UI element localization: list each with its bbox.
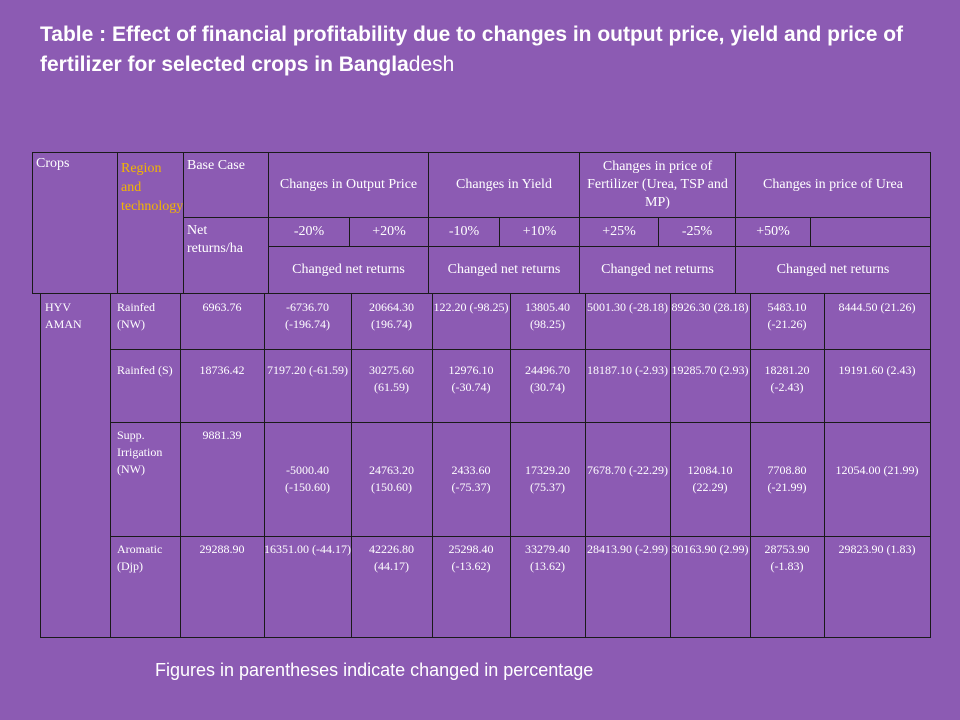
table-cell: 29823.90 (1.83): [838, 542, 916, 556]
grid-line: [258, 422, 264, 423]
table-cell: 30275.60 (61.59): [369, 363, 414, 394]
grid-line: [110, 293, 111, 638]
base-case-value: 6963.76: [202, 300, 242, 314]
yield-header: Changes in Yield: [428, 152, 580, 218]
grid-line: [110, 349, 930, 350]
grid-line: [180, 536, 186, 537]
region-label: Supp. Irrigation (NW): [117, 428, 163, 476]
table-cell: 18281.20 (-2.43): [764, 363, 810, 394]
region-header: Region and technology: [117, 152, 184, 294]
table-cell: 8444.50 (21.26): [838, 300, 916, 314]
table-cell: 17329.20 (75.37): [525, 463, 570, 494]
table-cell: 16351.00 (-44.17): [264, 542, 351, 556]
grid-line: [264, 293, 265, 638]
table-cell: 18187.10 (-2.93): [587, 363, 668, 377]
changed-header: Changed net returns: [428, 246, 580, 294]
base-case-value: 9881.39: [202, 428, 242, 442]
output-price-header: Changes in Output Price: [268, 152, 429, 218]
table-cell: 12976.10 (-30.74): [448, 363, 494, 394]
table-cell: 12054.00 (21.99): [835, 463, 919, 477]
table-cell: 19191.60 (2.43): [838, 363, 916, 377]
table-cell: 28413.90 (-2.99): [587, 542, 668, 556]
table-cell: 7197.20 (-61.59): [267, 363, 348, 377]
table-cell: 20664.30 (196.74): [369, 300, 414, 331]
table-cell: 19285.70 (2.93): [671, 363, 749, 377]
pct-header: -25%: [658, 217, 736, 247]
pct-header: +25%: [579, 217, 659, 247]
grid-line: [585, 293, 586, 638]
pct-header: +10%: [499, 217, 580, 247]
footnote: Figures in parentheses indicate changed …: [155, 660, 594, 680]
table-cell: 122.20 (-98.25): [433, 300, 509, 314]
grid-line: [930, 293, 931, 638]
grid-line: [110, 536, 930, 537]
table-cell: 8926.30 (28.18): [671, 300, 749, 314]
table-cell: 42226.80 (44.17): [369, 542, 414, 573]
grid-line: [110, 422, 930, 423]
page-title: Table : Effect of financial profitabilit…: [40, 23, 904, 76]
pct-header: -20%: [268, 217, 350, 247]
grid-line: [180, 293, 181, 638]
base-case-header: Base Case: [183, 152, 269, 218]
pct-header: +20%: [349, 217, 429, 247]
fertilizer-header: Changes in price of Fertilizer (Urea, TS…: [579, 152, 736, 218]
table-cell: 7708.80 (-21.99): [767, 463, 807, 494]
table-cell: 5483.10 (-21.26): [767, 300, 807, 331]
grid-line: [510, 293, 511, 638]
grid-line: [40, 637, 930, 638]
grid-line: [750, 293, 751, 638]
net-returns-header: Net returns/ha: [183, 217, 269, 294]
grid-line: [40, 293, 41, 638]
table-cell: 30163.90 (2.99): [671, 542, 749, 556]
region-label: Rainfed (S): [117, 363, 173, 377]
table-cell: 5001.30 (-28.18): [587, 300, 668, 314]
pct-header: +50%: [735, 217, 811, 247]
region-label: Rainfed (NW): [117, 300, 155, 331]
pct-header: -10%: [428, 217, 500, 247]
table-cell: 28753.90 (-1.83): [764, 542, 810, 573]
table-cell: 33279.40 (13.62): [525, 542, 570, 573]
urea-header: Changes in price of Urea: [735, 152, 931, 218]
grid-line: [824, 293, 825, 638]
crop-label: HYV AMAN: [45, 300, 82, 331]
table-cell: 25298.40 (-13.62): [448, 542, 494, 573]
grid-line: [258, 536, 264, 537]
table-cell: 12084.10 (22.29): [687, 463, 733, 494]
empty-header: [810, 217, 931, 247]
table-cell: -6736.70 (-196.74): [285, 300, 330, 331]
table-cell: 7678.70 (-22.29): [587, 463, 668, 477]
changed-header: Changed net returns: [579, 246, 736, 294]
grid-line: [670, 293, 671, 638]
table-cell: 2433.60 (-75.37): [451, 463, 491, 494]
region-label: Aromatic (Djp): [117, 542, 163, 573]
table-cell: 13805.40 (98.25): [525, 300, 570, 331]
grid-line: [351, 293, 352, 638]
changed-header: Changed net returns: [268, 246, 429, 294]
table-cell: 24763.20 (150.60): [369, 463, 414, 494]
base-case-value: 29288.90: [199, 542, 245, 556]
base-case-value: 18736.42: [199, 363, 245, 377]
table-cell: 24496.70 (30.74): [525, 363, 570, 394]
crops-header: Crops: [32, 152, 118, 294]
grid-line: [432, 293, 433, 638]
grid-line: [180, 422, 186, 423]
table-cell: -5000.40 (-150.60): [285, 463, 330, 494]
changed-header: Changed net returns: [735, 246, 931, 294]
